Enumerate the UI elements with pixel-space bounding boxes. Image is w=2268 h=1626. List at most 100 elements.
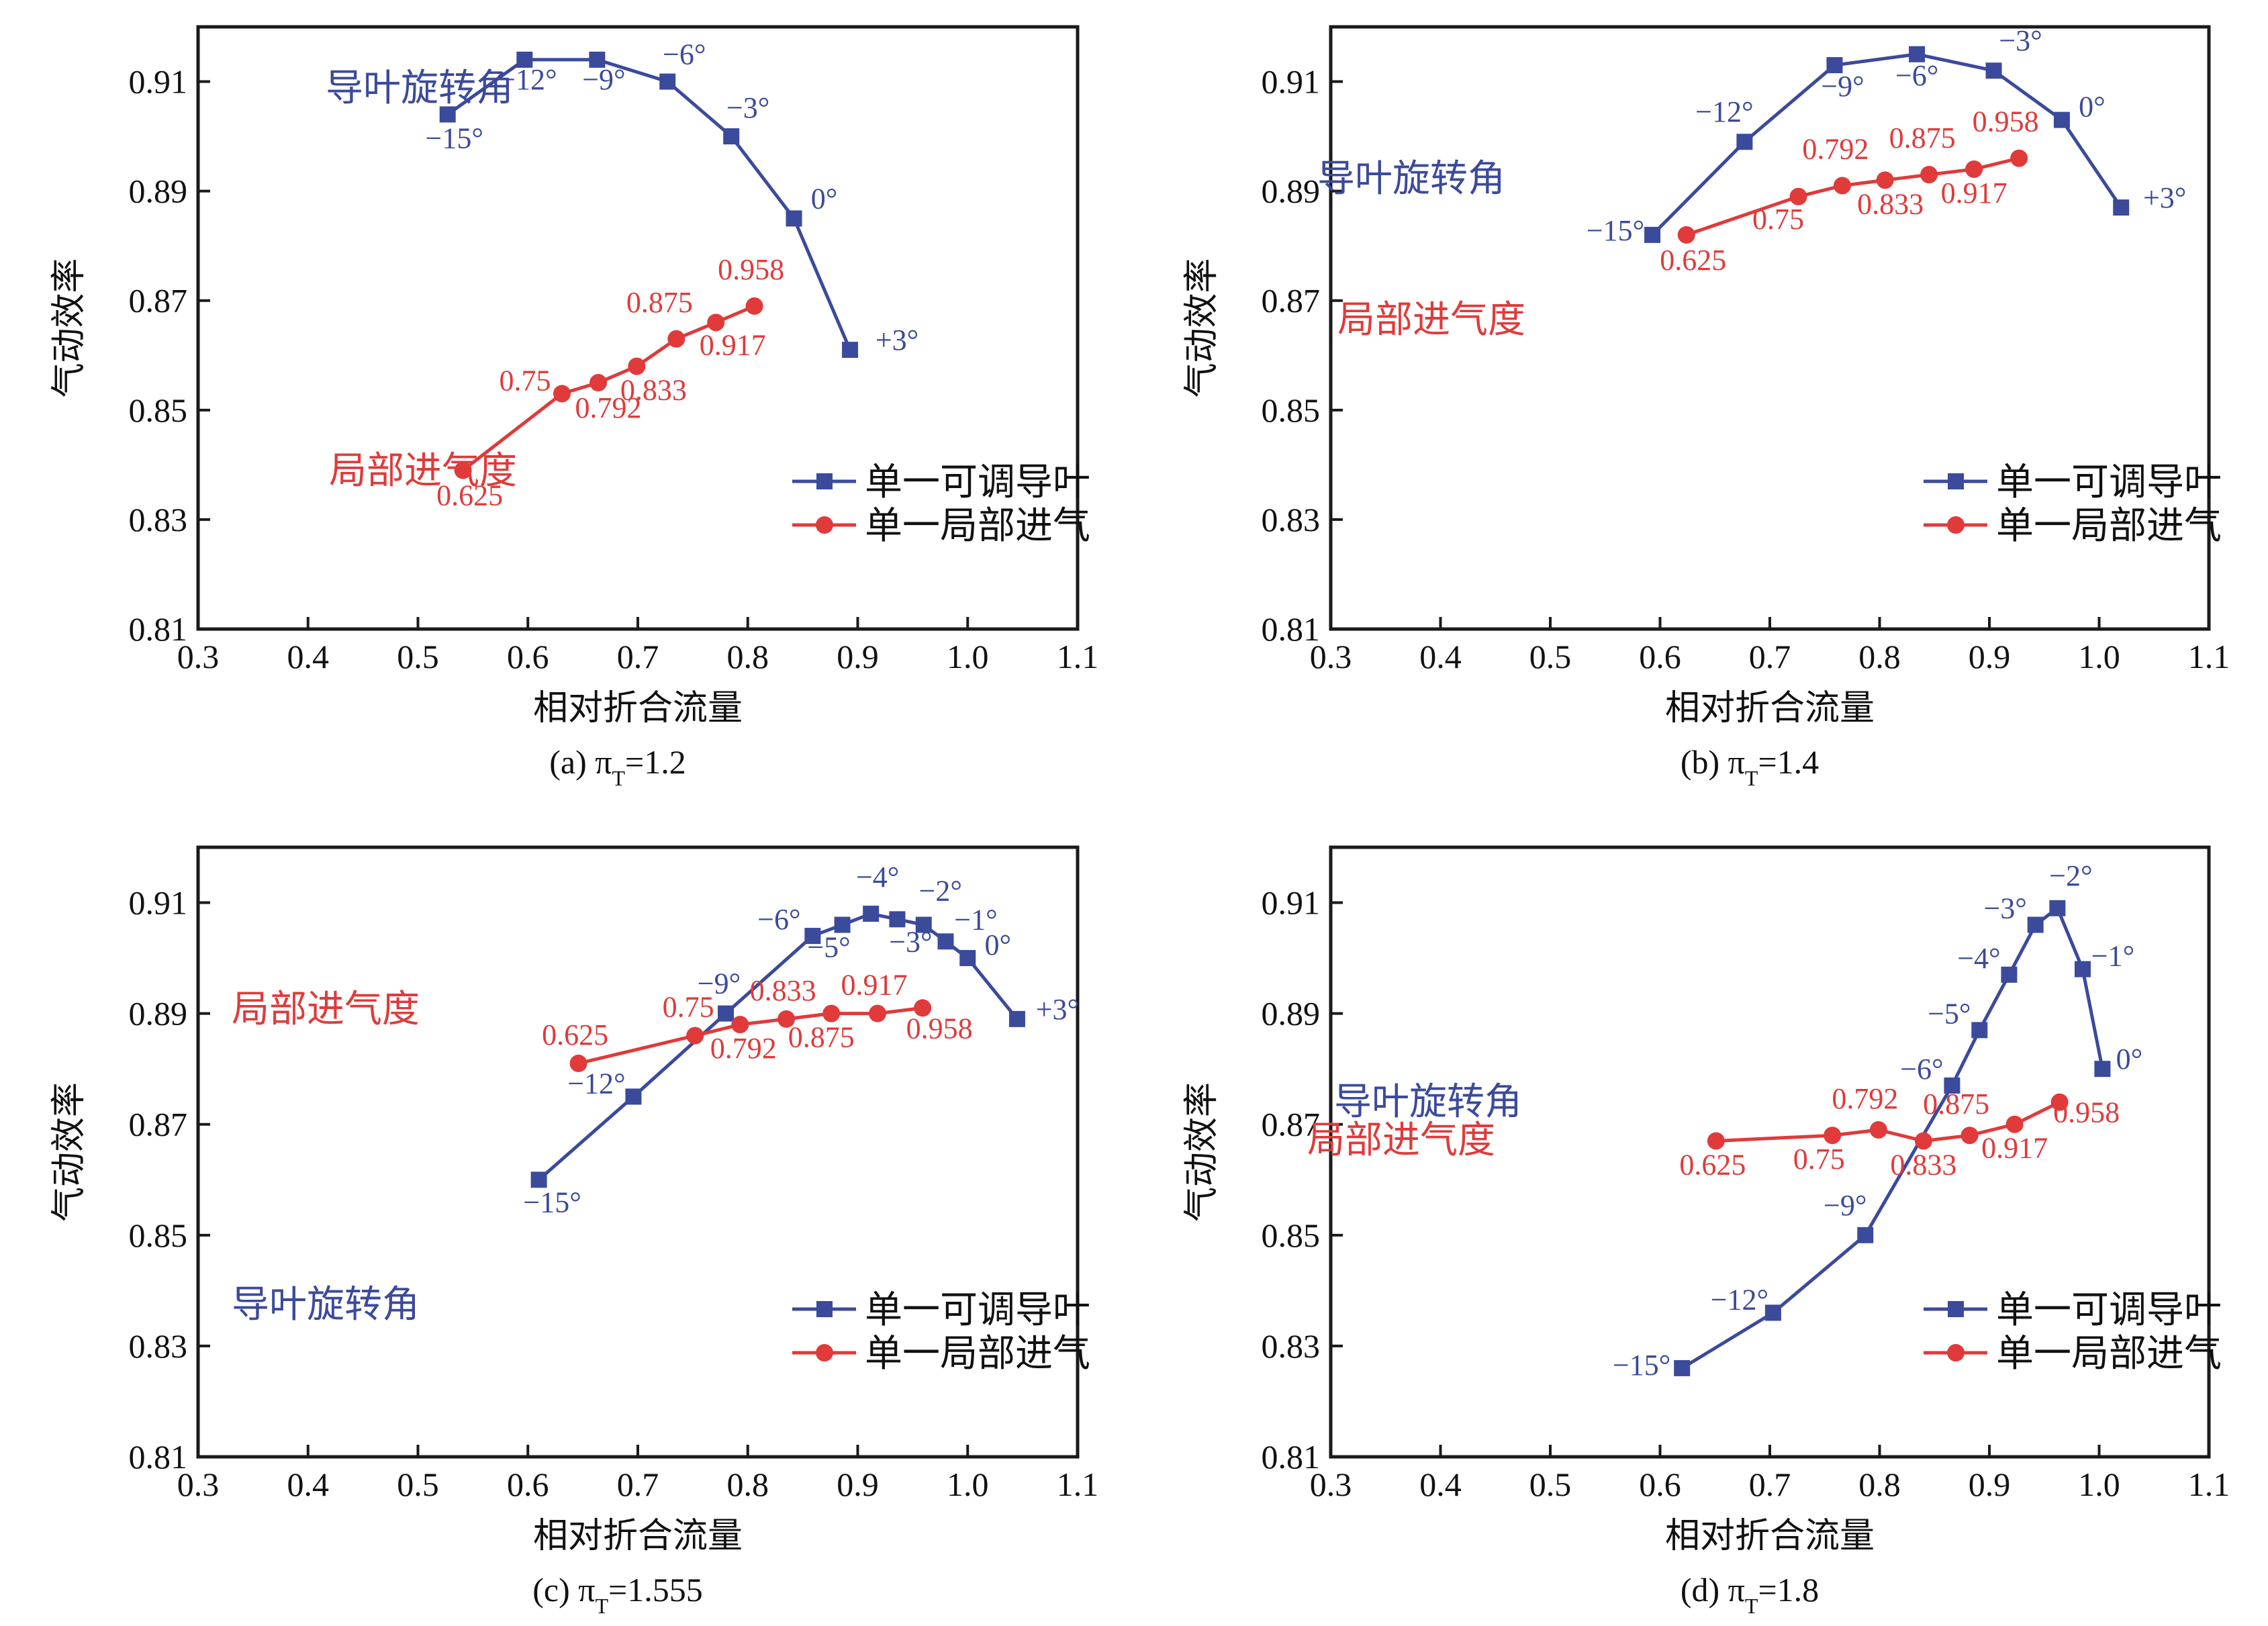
x-axis-label: 相对折合流量 [533,1517,743,1556]
x-tick-label: 0.9 [837,638,879,675]
y-axis-label: 气动效率 [1183,1082,1221,1222]
x-tick-label: 0.5 [1529,1466,1572,1503]
data-point-square [589,51,606,68]
legend-marker-partial [1947,1344,1965,1361]
data-label: 0° [984,928,1011,961]
x-axis-label: 相对折合流量 [533,689,743,728]
x-tick-label: 1.1 [1057,638,1099,675]
y-axis-label: 气动效率 [50,258,89,397]
x-tick-label: 0.6 [507,638,549,675]
data-point-circle [569,1054,587,1072]
data-label: −6° [1895,59,1938,92]
x-tick-label: 0.7 [1749,1466,1791,1503]
data-point-square [834,916,851,933]
y-tick-label: 0.81 [1262,610,1321,648]
data-point-circle [1789,187,1807,205]
chart-panel-b: 0.3 0.4 0.5 0.6 0.7 0.8 0.9 1.0 1.1 0.81 0.83 0.85 0… [1183,24,2230,790]
y-tick-label: 0.91 [129,884,188,922]
panel-caption: (b) πT=1.4 [1681,743,1819,790]
y-tick-label: 0.87 [1262,1106,1321,1143]
data-label: −12° [1695,95,1753,128]
y-tick-label: 0.81 [129,1438,188,1476]
data-point-circle [2050,1093,2069,1111]
data-label: 0.75 [1752,203,1804,236]
chart-panel-c: 0.3 0.4 0.5 0.6 0.7 0.8 0.9 1.0 1.1 0.81 0.83 0.85 0… [50,845,1099,1618]
data-point-square [915,916,932,933]
y-tick-label: 0.85 [1262,1216,1321,1254]
y-tick-label: 0.87 [129,282,188,320]
y-tick-label: 0.91 [1262,63,1321,101]
y-axis-label: 气动效率 [1183,258,1221,397]
caption-subscript: T [1745,766,1758,790]
data-point-circle [454,461,472,479]
y-tick-label: 0.87 [129,1106,188,1143]
x-tick-label: 0.8 [1858,638,1901,675]
y-tick-label: 0.89 [129,995,188,1033]
data-label: +3° [876,324,918,356]
y-tick-label: 0.83 [1262,501,1321,538]
x-tick-label: 0.6 [507,1466,549,1503]
data-point-square [1674,1359,1691,1376]
caption-subscript: T [1745,1594,1758,1618]
data-point-square [2113,199,2130,216]
data-point-square [804,928,821,945]
data-point-circle [1824,1127,1842,1145]
x-tick-label: 1.1 [2188,1466,2230,1503]
data-label: 0.792 [1832,1082,1898,1115]
x-tick-label: 0.9 [1969,638,2011,675]
data-point-circle [553,385,571,403]
legend-label-vane: 单一可调导叶 [865,1290,1090,1331]
legend-marker-partial [816,1344,833,1361]
caption-value: =1.4 [1758,743,1819,781]
data-point-circle [1707,1132,1725,1150]
data-point-square [439,106,456,123]
data-point-square [723,128,740,145]
y-tick-label: 0.85 [1262,391,1321,429]
legend-label-vane: 单一可调导叶 [1996,462,2222,504]
caption-value: =1.2 [625,743,686,781]
chart-panel-d: 0.3 0.4 0.5 0.6 0.7 0.8 0.9 1.0 1.1 0.81 0.83 0.85 0… [1183,845,2230,1618]
x-tick-label: 0.4 [1419,1466,1462,1503]
x-tick-label: 1.0 [2078,638,2120,675]
legend-label-vane: 单一可调导叶 [865,462,1090,504]
legend-marker-partial [1947,516,1965,534]
data-label: −1° [2091,940,2134,973]
x-tick-label: 0.4 [287,638,330,675]
caption-subscript: T [596,1594,609,1618]
data-point-square [1736,134,1753,150]
y-tick-label: 0.89 [129,173,188,210]
data-point-circle [868,1004,886,1022]
data-point-circle [1677,226,1695,244]
data-point-square [659,73,676,90]
y-tick-label: 0.81 [129,610,188,648]
data-label: −4° [1957,942,2000,975]
legend-label-partial: 单一局部进气 [865,506,1090,547]
data-point-circle [731,1016,749,1034]
data-point-circle [628,357,646,375]
data-label: 0.792 [575,391,642,424]
x-tick-label: 0.4 [287,1466,330,1503]
data-label: 0° [2079,91,2106,124]
data-label: 0.917 [1981,1132,2048,1165]
data-label: 0.917 [700,328,766,361]
x-tick-label: 0.3 [1310,638,1352,675]
data-label: −15° [1613,1349,1670,1382]
data-label: 0.875 [626,286,693,319]
data-label: 0.833 [1890,1148,1956,1181]
data-point-circle [745,297,763,315]
x-tick-label: 0.4 [1419,638,1462,675]
caption-prefix: (d) π [1681,1571,1745,1609]
data-label: −9° [1821,70,1864,103]
data-point-square [516,51,533,68]
data-point-square [1971,1022,1988,1039]
data-point-circle [1876,171,1894,189]
data-point-circle [589,374,608,392]
x-tick-label: 0.8 [727,1466,769,1503]
legend-label-partial: 单一局部进气 [865,1333,1090,1375]
annotation-vane-angle: 导叶旋转角 [326,68,514,109]
x-tick-label: 0.5 [397,638,439,675]
x-tick-label: 1.1 [2188,638,2230,675]
x-tick-label: 1.1 [1057,1466,1099,1503]
x-tick-label: 0.6 [1639,638,1681,675]
data-label: −4° [856,861,899,894]
